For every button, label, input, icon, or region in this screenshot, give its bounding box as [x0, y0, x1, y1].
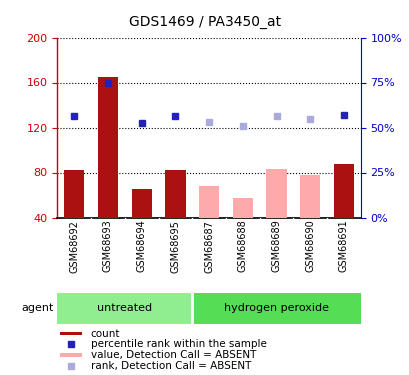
- Text: GSM68692: GSM68692: [69, 220, 79, 273]
- Text: GSM68689: GSM68689: [271, 220, 281, 273]
- Text: hydrogen peroxide: hydrogen peroxide: [223, 303, 328, 313]
- Text: GDS1469 / PA3450_at: GDS1469 / PA3450_at: [128, 15, 281, 29]
- Text: count: count: [90, 328, 120, 339]
- Bar: [266, 169, 286, 217]
- Bar: [60, 332, 82, 336]
- Text: GSM68693: GSM68693: [103, 220, 113, 273]
- Bar: [131, 189, 151, 217]
- Text: GSM68688: GSM68688: [237, 220, 247, 273]
- Text: GSM68695: GSM68695: [170, 220, 180, 273]
- Text: percentile rank within the sample: percentile rank within the sample: [90, 339, 266, 349]
- Bar: [193, 292, 360, 324]
- Text: agent: agent: [21, 303, 53, 313]
- Bar: [98, 77, 118, 218]
- Text: value, Detection Call = ABSENT: value, Detection Call = ABSENT: [90, 350, 256, 360]
- Bar: [232, 198, 252, 217]
- Text: GSM68690: GSM68690: [304, 220, 315, 273]
- Text: GSM68687: GSM68687: [204, 220, 213, 273]
- Bar: [57, 292, 190, 324]
- Text: GSM68691: GSM68691: [338, 220, 348, 273]
- Bar: [165, 170, 185, 217]
- Text: untreated: untreated: [97, 303, 152, 313]
- Bar: [64, 170, 84, 217]
- Bar: [299, 175, 319, 217]
- Text: rank, Detection Call = ABSENT: rank, Detection Call = ABSENT: [90, 361, 251, 371]
- Text: GSM68694: GSM68694: [136, 220, 146, 273]
- Bar: [198, 186, 219, 218]
- Bar: [333, 164, 353, 218]
- Bar: [60, 353, 82, 357]
